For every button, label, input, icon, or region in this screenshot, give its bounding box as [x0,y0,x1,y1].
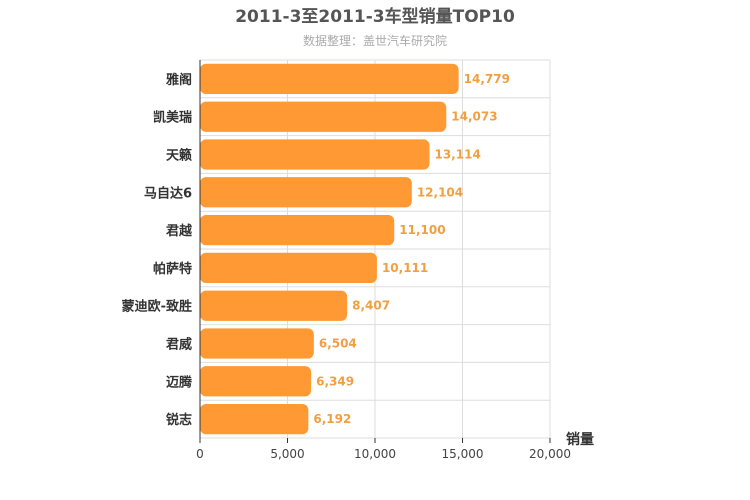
x-tick-label: 5,000 [270,447,304,461]
bar [200,63,459,95]
data-label: 14,779 [464,72,510,86]
category-label: 君越 [166,223,193,239]
bar [200,290,348,321]
chart-title: 2011-3至2011-3车型销量TOP10 [235,6,515,27]
data-label: 8,407 [352,299,390,313]
bar [200,366,312,397]
category-label: 雅阁 [166,72,192,88]
data-label: 13,114 [434,148,480,162]
bar [200,177,412,208]
data-label: 6,192 [313,412,351,426]
chart-subtitle: 数据整理：盖世汽车研究院 [303,33,447,48]
bar [200,101,447,132]
x-tick-label: 10,000 [354,447,396,461]
x-tick-labels: 0 5,000 10,000 15,000 20,000 [196,438,571,461]
x-axis-title: 销量 [566,431,594,448]
category-label: 帕萨特 [153,261,192,277]
data-label: 11,100 [399,223,445,237]
x-tick-label: 20,000 [529,447,571,461]
bar [200,214,395,246]
data-label: 6,349 [316,374,354,388]
bar [200,139,430,170]
category-label: 天籁 [166,148,192,164]
category-label: 锐志 [166,412,192,428]
category-label: 凯美瑞 [153,110,192,126]
bar [200,252,377,284]
category-label: 蒙迪欧-致胜 [122,299,192,315]
data-label: 10,111 [382,261,428,275]
bar [200,328,314,359]
x-tick-label: 15,000 [442,447,484,461]
x-tick-label: 0 [196,447,204,461]
bars [200,63,459,435]
data-label: 6,504 [319,337,357,351]
data-labels: 14,779 14,073 13,114 12,104 11,100 10,111 8,40… [313,72,510,426]
bar [200,403,309,435]
category-label: 马自达6 [144,185,192,201]
data-label: 14,073 [451,110,497,124]
category-label: 迈腾 [166,374,193,390]
category-label: 君威 [166,337,192,353]
data-label: 12,104 [417,185,463,199]
